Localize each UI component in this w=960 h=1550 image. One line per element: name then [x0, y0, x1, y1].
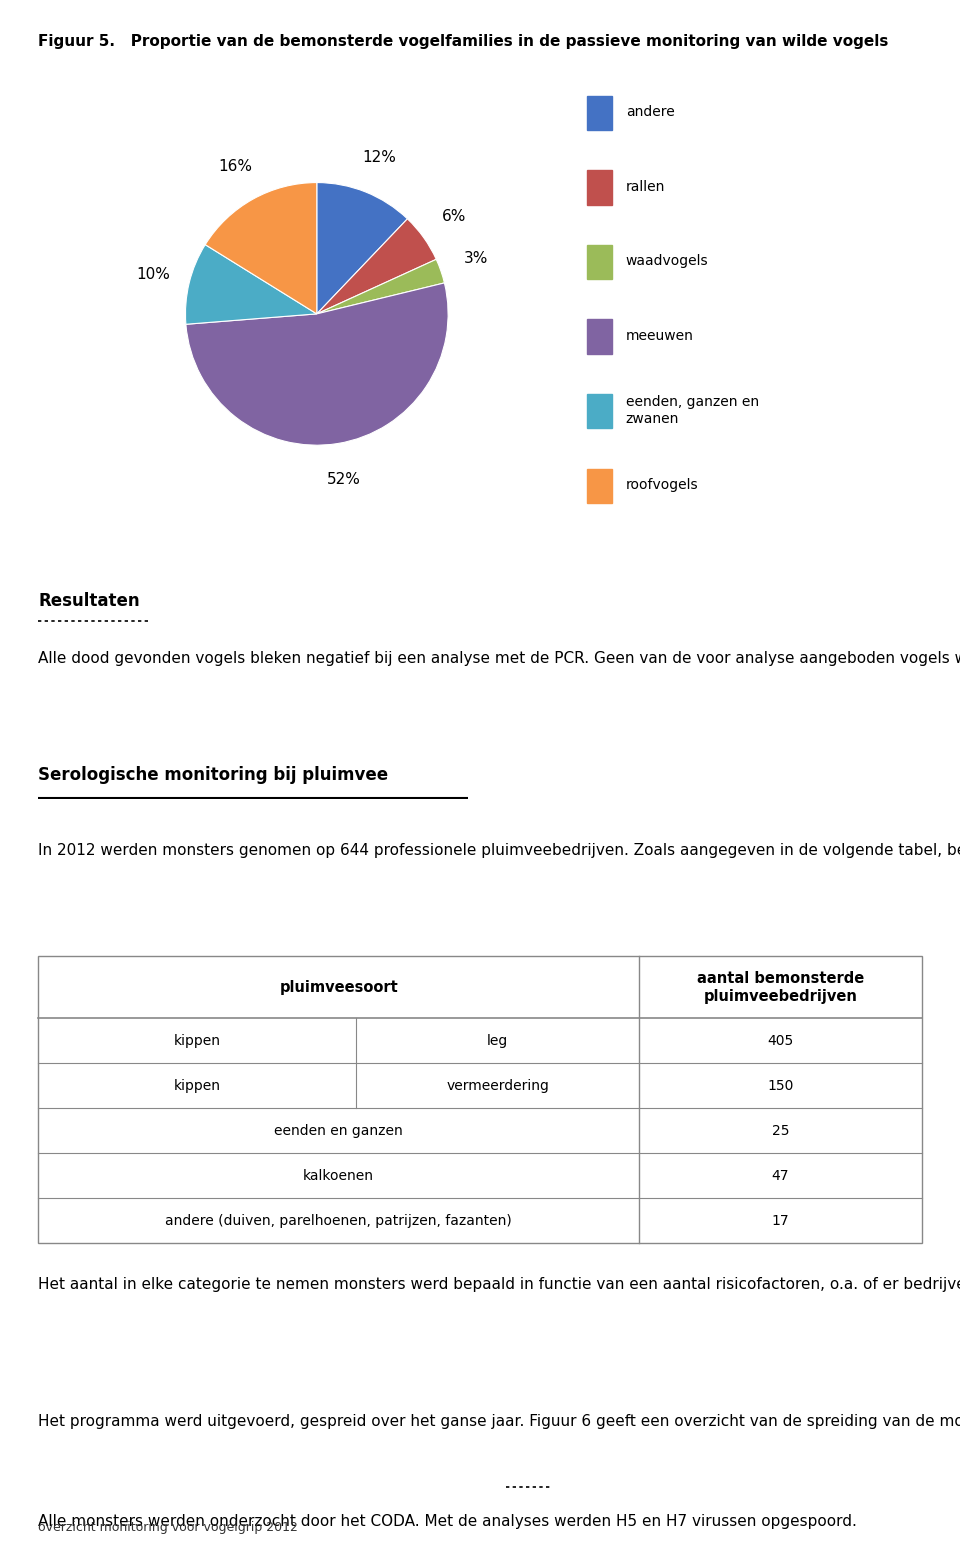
Text: kippen: kippen	[174, 1079, 221, 1093]
Text: andere: andere	[626, 105, 675, 119]
Text: leg: leg	[487, 1034, 508, 1048]
Wedge shape	[317, 219, 436, 313]
Text: eenden, ganzen en
zwanen: eenden, ganzen en zwanen	[626, 395, 758, 426]
Text: 16%: 16%	[218, 160, 252, 175]
Bar	[587, 319, 612, 353]
Text: 3%: 3%	[464, 251, 488, 267]
Text: eenden en ganzen: eenden en ganzen	[275, 1124, 403, 1138]
Text: In 2012 werden monsters genomen op 644 professionele pluimveebedrijven. Zoals aa: In 2012 werden monsters genomen op 644 p…	[38, 843, 960, 859]
Text: Resultaten: Resultaten	[38, 592, 140, 611]
Text: 25: 25	[772, 1124, 789, 1138]
Text: 47: 47	[772, 1169, 789, 1183]
Text: 6%: 6%	[442, 209, 466, 223]
Text: vermeerdering: vermeerdering	[446, 1079, 549, 1093]
Text: kalkoenen: kalkoenen	[303, 1169, 374, 1183]
Bar	[587, 394, 612, 428]
Text: 52%: 52%	[326, 473, 360, 487]
Text: Figuur 5.   Proportie van de bemonsterde vogelfamilies in de passieve monitoring: Figuur 5. Proportie van de bemonsterde v…	[38, 34, 889, 50]
Text: Het programma werd uitgevoerd, gespreid over het ganse jaar. Figuur 6 geeft een : Het programma werd uitgevoerd, gespreid …	[38, 1414, 960, 1429]
Text: andere (duiven, parelhoenen, patrijzen, fazanten): andere (duiven, parelhoenen, patrijzen, …	[165, 1214, 512, 1228]
Text: Het aantal in elke categorie te nemen monsters werd bepaald in functie van een a: Het aantal in elke categorie te nemen mo…	[38, 1277, 960, 1293]
Wedge shape	[317, 183, 407, 313]
Wedge shape	[185, 245, 317, 324]
Text: 17: 17	[772, 1214, 789, 1228]
Text: rallen: rallen	[626, 180, 665, 194]
Text: Alle dood gevonden vogels bleken negatief bij een analyse met de PCR. Geen van d: Alle dood gevonden vogels bleken negatie…	[38, 651, 960, 666]
Text: meeuwen: meeuwen	[626, 329, 694, 343]
Text: pluimveesoort: pluimveesoort	[279, 980, 398, 995]
Wedge shape	[205, 183, 317, 313]
Text: 405: 405	[767, 1034, 793, 1048]
Wedge shape	[186, 284, 448, 445]
Text: roofvogels: roofvogels	[626, 477, 698, 493]
Bar	[587, 170, 612, 205]
Bar	[587, 96, 612, 130]
Text: 10%: 10%	[136, 267, 170, 282]
Text: waadvogels: waadvogels	[626, 254, 708, 268]
Wedge shape	[317, 259, 444, 313]
Text: 12%: 12%	[362, 150, 396, 166]
Text: Alle monsters werden onderzocht door het CODA. Met de analyses werden H5 en H7 v: Alle monsters werden onderzocht door het…	[38, 1514, 857, 1530]
Bar	[587, 468, 612, 502]
Text: aantal bemonsterde
pluimveebedrijven: aantal bemonsterde pluimveebedrijven	[697, 972, 864, 1003]
Bar	[587, 245, 612, 279]
Text: kippen: kippen	[174, 1034, 221, 1048]
Text: 150: 150	[767, 1079, 794, 1093]
Text: Serologische monitoring bij pluimvee: Serologische monitoring bij pluimvee	[38, 766, 389, 784]
Text: overzicht monitoring voor vogelgrip 2012: overzicht monitoring voor vogelgrip 2012	[38, 1522, 299, 1534]
